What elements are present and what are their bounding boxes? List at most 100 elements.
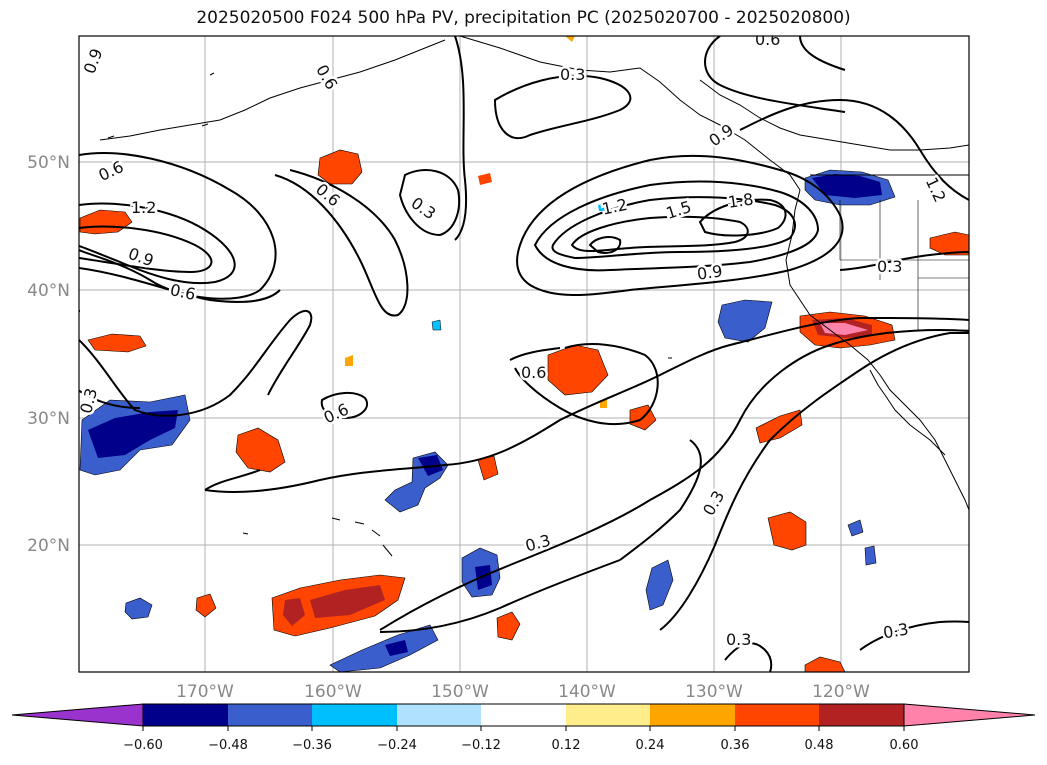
pv-contour — [79, 202, 236, 285]
precip-neg-patch — [812, 174, 882, 198]
precip-neg-patch — [717, 299, 773, 343]
colorbar-tick-label: −0.48 — [208, 738, 248, 753]
pv-contour — [533, 180, 820, 272]
pv-contour — [588, 236, 622, 254]
lon-label: 120°W — [812, 682, 870, 702]
precip-pos-patch — [804, 656, 846, 672]
lat-label: 30°N — [27, 409, 70, 429]
pv-contour — [79, 310, 313, 417]
colorbar-segment — [481, 704, 566, 726]
colorbar-segment — [312, 704, 397, 726]
coastlines — [99, 36, 969, 557]
pv-contour — [493, 74, 632, 140]
precip-negative-patches — [79, 169, 896, 672]
precip-positive-patches — [79, 36, 969, 672]
precip-neg-patch — [431, 319, 442, 331]
colorbar-segment — [650, 704, 735, 726]
colorbar-extend-low — [11, 703, 144, 727]
pv-contour — [799, 36, 846, 71]
pv-contour — [454, 36, 468, 241]
contour-label: 0.3 — [560, 65, 585, 84]
precip-pos-patch — [345, 355, 353, 366]
contour-label: 0.6 — [521, 363, 546, 382]
colorbar-tick-label: −0.24 — [377, 738, 417, 753]
pv-contour — [320, 392, 368, 420]
colorbar-tick-label: 0.12 — [552, 738, 581, 753]
colorbar-frame — [142, 703, 905, 727]
precip-neg-patch — [88, 410, 178, 458]
pv-contour — [739, 98, 969, 201]
lon-label: 160°W — [304, 682, 362, 702]
contour-label: 1.8 — [727, 190, 755, 212]
pv-contour — [516, 154, 844, 296]
pv-contour-labels: 0.9 0.6 1.2 0.9 0.6 0.6 0.3 0.3 0.6 0.9 … — [79, 30, 952, 652]
pv-contour — [704, 36, 846, 113]
precip-pos-patch — [600, 400, 607, 408]
precip-pos-patch — [929, 231, 969, 256]
coastline-baja — [869, 369, 946, 456]
colorbar-tick-label: 0.48 — [805, 738, 834, 753]
precip-pos-patch — [317, 149, 363, 185]
pv-contour — [509, 347, 561, 361]
pv-contour — [698, 198, 787, 237]
pv-contour — [659, 332, 969, 631]
contour-label: 0.9 — [696, 261, 724, 283]
longitude-labels: 170°W 160°W 150°W 140°W 130°W 120°W — [176, 682, 870, 702]
pv-contours — [79, 36, 969, 672]
contour-label: 0.3 — [726, 630, 751, 649]
precip-pos-patch — [310, 585, 385, 618]
precip-pos-patch — [755, 409, 803, 444]
lon-label: 130°W — [685, 682, 743, 702]
colorbar-tick-label: 0.60 — [890, 738, 919, 753]
pv-contour — [619, 439, 702, 561]
latitude-labels: 50°N 40°N 30°N 20°N — [27, 153, 70, 556]
coastline-hawaii — [331, 517, 393, 557]
colorbar-segment — [566, 704, 650, 726]
pv-contour — [79, 389, 141, 409]
pv-contour — [274, 169, 409, 317]
colorbar: −0.60 −0.48 −0.36 −0.24 −0.12 0.12 0.24 … — [11, 703, 1036, 753]
precip-pos-patch — [195, 593, 217, 618]
colorbar-segment — [228, 704, 312, 726]
precip-pos-patch — [87, 333, 147, 353]
pv-contour — [859, 620, 969, 651]
pv-contour — [398, 169, 460, 237]
colorbar-segment — [735, 704, 819, 726]
lat-label: 20°N — [27, 536, 70, 556]
pv-contour — [514, 343, 659, 426]
lon-label: 170°W — [176, 682, 234, 702]
colorbar-tick-label: 0.36 — [721, 738, 750, 753]
precip-pos-patch — [565, 36, 575, 42]
precip-neg-patch — [598, 203, 606, 211]
lon-label: 150°W — [431, 682, 489, 702]
precip-pos-patch — [478, 173, 492, 185]
pv-contour — [724, 642, 773, 672]
precip-neg-patch — [124, 597, 153, 620]
pv-contour — [79, 152, 277, 300]
pv-contour — [79, 267, 281, 303]
coastline-aleutians — [99, 39, 446, 141]
colorbar-tick-label: −0.12 — [461, 738, 501, 753]
pv-contour — [379, 328, 969, 631]
pv-contour — [204, 316, 969, 493]
pv-contour — [839, 251, 969, 271]
contour-label: 1.2 — [131, 198, 156, 217]
pv-contour — [551, 196, 796, 260]
pv-contour — [379, 559, 621, 633]
precip-pos-patch — [767, 511, 807, 551]
map-frame — [78, 35, 970, 673]
contour-label: 0.6 — [755, 30, 780, 49]
precip-neg-patch — [864, 545, 877, 566]
precip-neg-patch — [385, 640, 408, 656]
pv-contour — [570, 215, 749, 252]
coastline-canada-inland — [699, 79, 969, 151]
precip-pos-patch — [496, 611, 521, 641]
colorbar-segment — [819, 704, 904, 726]
precip-neg-patch — [847, 519, 864, 537]
lat-label: 40°N — [27, 281, 70, 301]
colorbar-segment — [397, 704, 481, 726]
precip-neg-patch — [329, 624, 439, 672]
contour-label: 0.3 — [877, 257, 902, 276]
border-states — [839, 200, 969, 331]
precip-neg-patch — [475, 565, 492, 590]
